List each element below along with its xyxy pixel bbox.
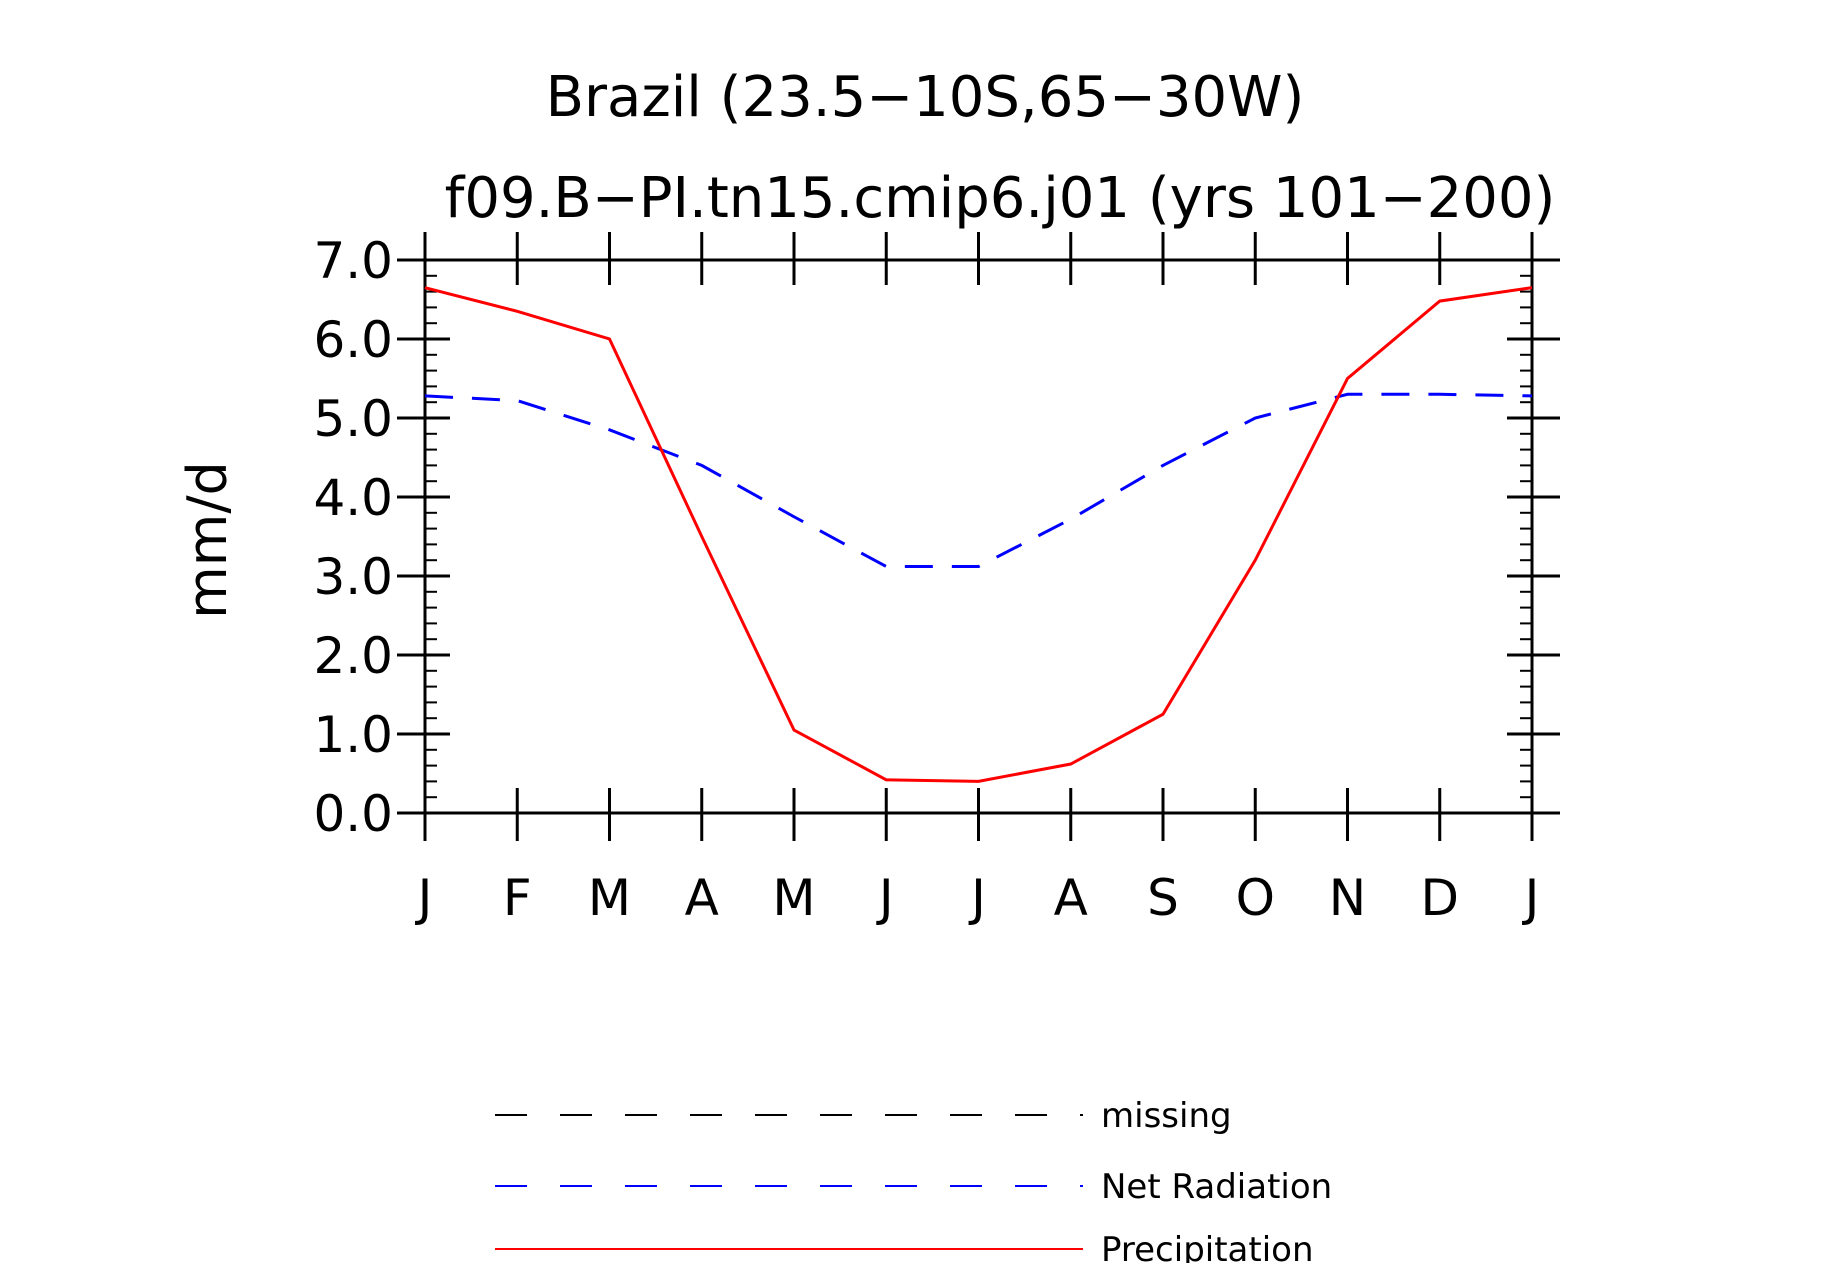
axis-ticks — [397, 232, 1560, 841]
x-tick-label: D — [1420, 869, 1459, 927]
x-tick-label: M — [588, 869, 631, 927]
series-line — [424, 392, 1533, 569]
y-axis-label: mm/d — [176, 461, 239, 619]
legend: missing Net Radiation Precipitation — [495, 1096, 1332, 1263]
y-tick-labels: 0.0 1.0 2.0 3.0 4.0 5.0 6.0 7.0 — [313, 232, 393, 843]
x-tick-label: J — [1522, 869, 1540, 927]
x-tick-label: A — [685, 869, 719, 927]
x-tick-label: J — [876, 869, 894, 927]
legend-label: Precipitation — [1101, 1230, 1314, 1263]
y-tick-label: 5.0 — [313, 390, 393, 448]
plot-frame — [423, 258, 1534, 815]
y-tick-label: 0.0 — [313, 785, 393, 843]
y-tick-label: 6.0 — [313, 311, 393, 369]
y-tick-label: 1.0 — [313, 706, 393, 764]
x-tick-label: J — [415, 869, 433, 927]
y-tick-label: 7.0 — [313, 232, 393, 290]
x-tick-label: M — [772, 869, 815, 927]
legend-label: Net Radiation — [1101, 1167, 1332, 1207]
x-tick-label: N — [1329, 869, 1366, 927]
chart-title: Brazil (23.5−10S,65−30W) — [546, 65, 1305, 130]
chart-subtitle: f09.B−PI.tn15.cmip6.j01 (yrs 101−200) — [445, 166, 1556, 231]
legend-label: missing — [1101, 1096, 1232, 1136]
x-tick-label: S — [1147, 869, 1179, 927]
x-tick-label: J — [968, 869, 986, 927]
y-tick-label: 2.0 — [313, 627, 393, 685]
y-tick-label: 3.0 — [313, 548, 393, 606]
x-tick-label: A — [1054, 869, 1088, 927]
y-tick-label: 4.0 — [313, 469, 393, 527]
x-tick-label: F — [503, 869, 532, 927]
x-tick-label: O — [1236, 869, 1275, 927]
series-line — [424, 286, 1533, 783]
series-lines — [424, 286, 1533, 783]
